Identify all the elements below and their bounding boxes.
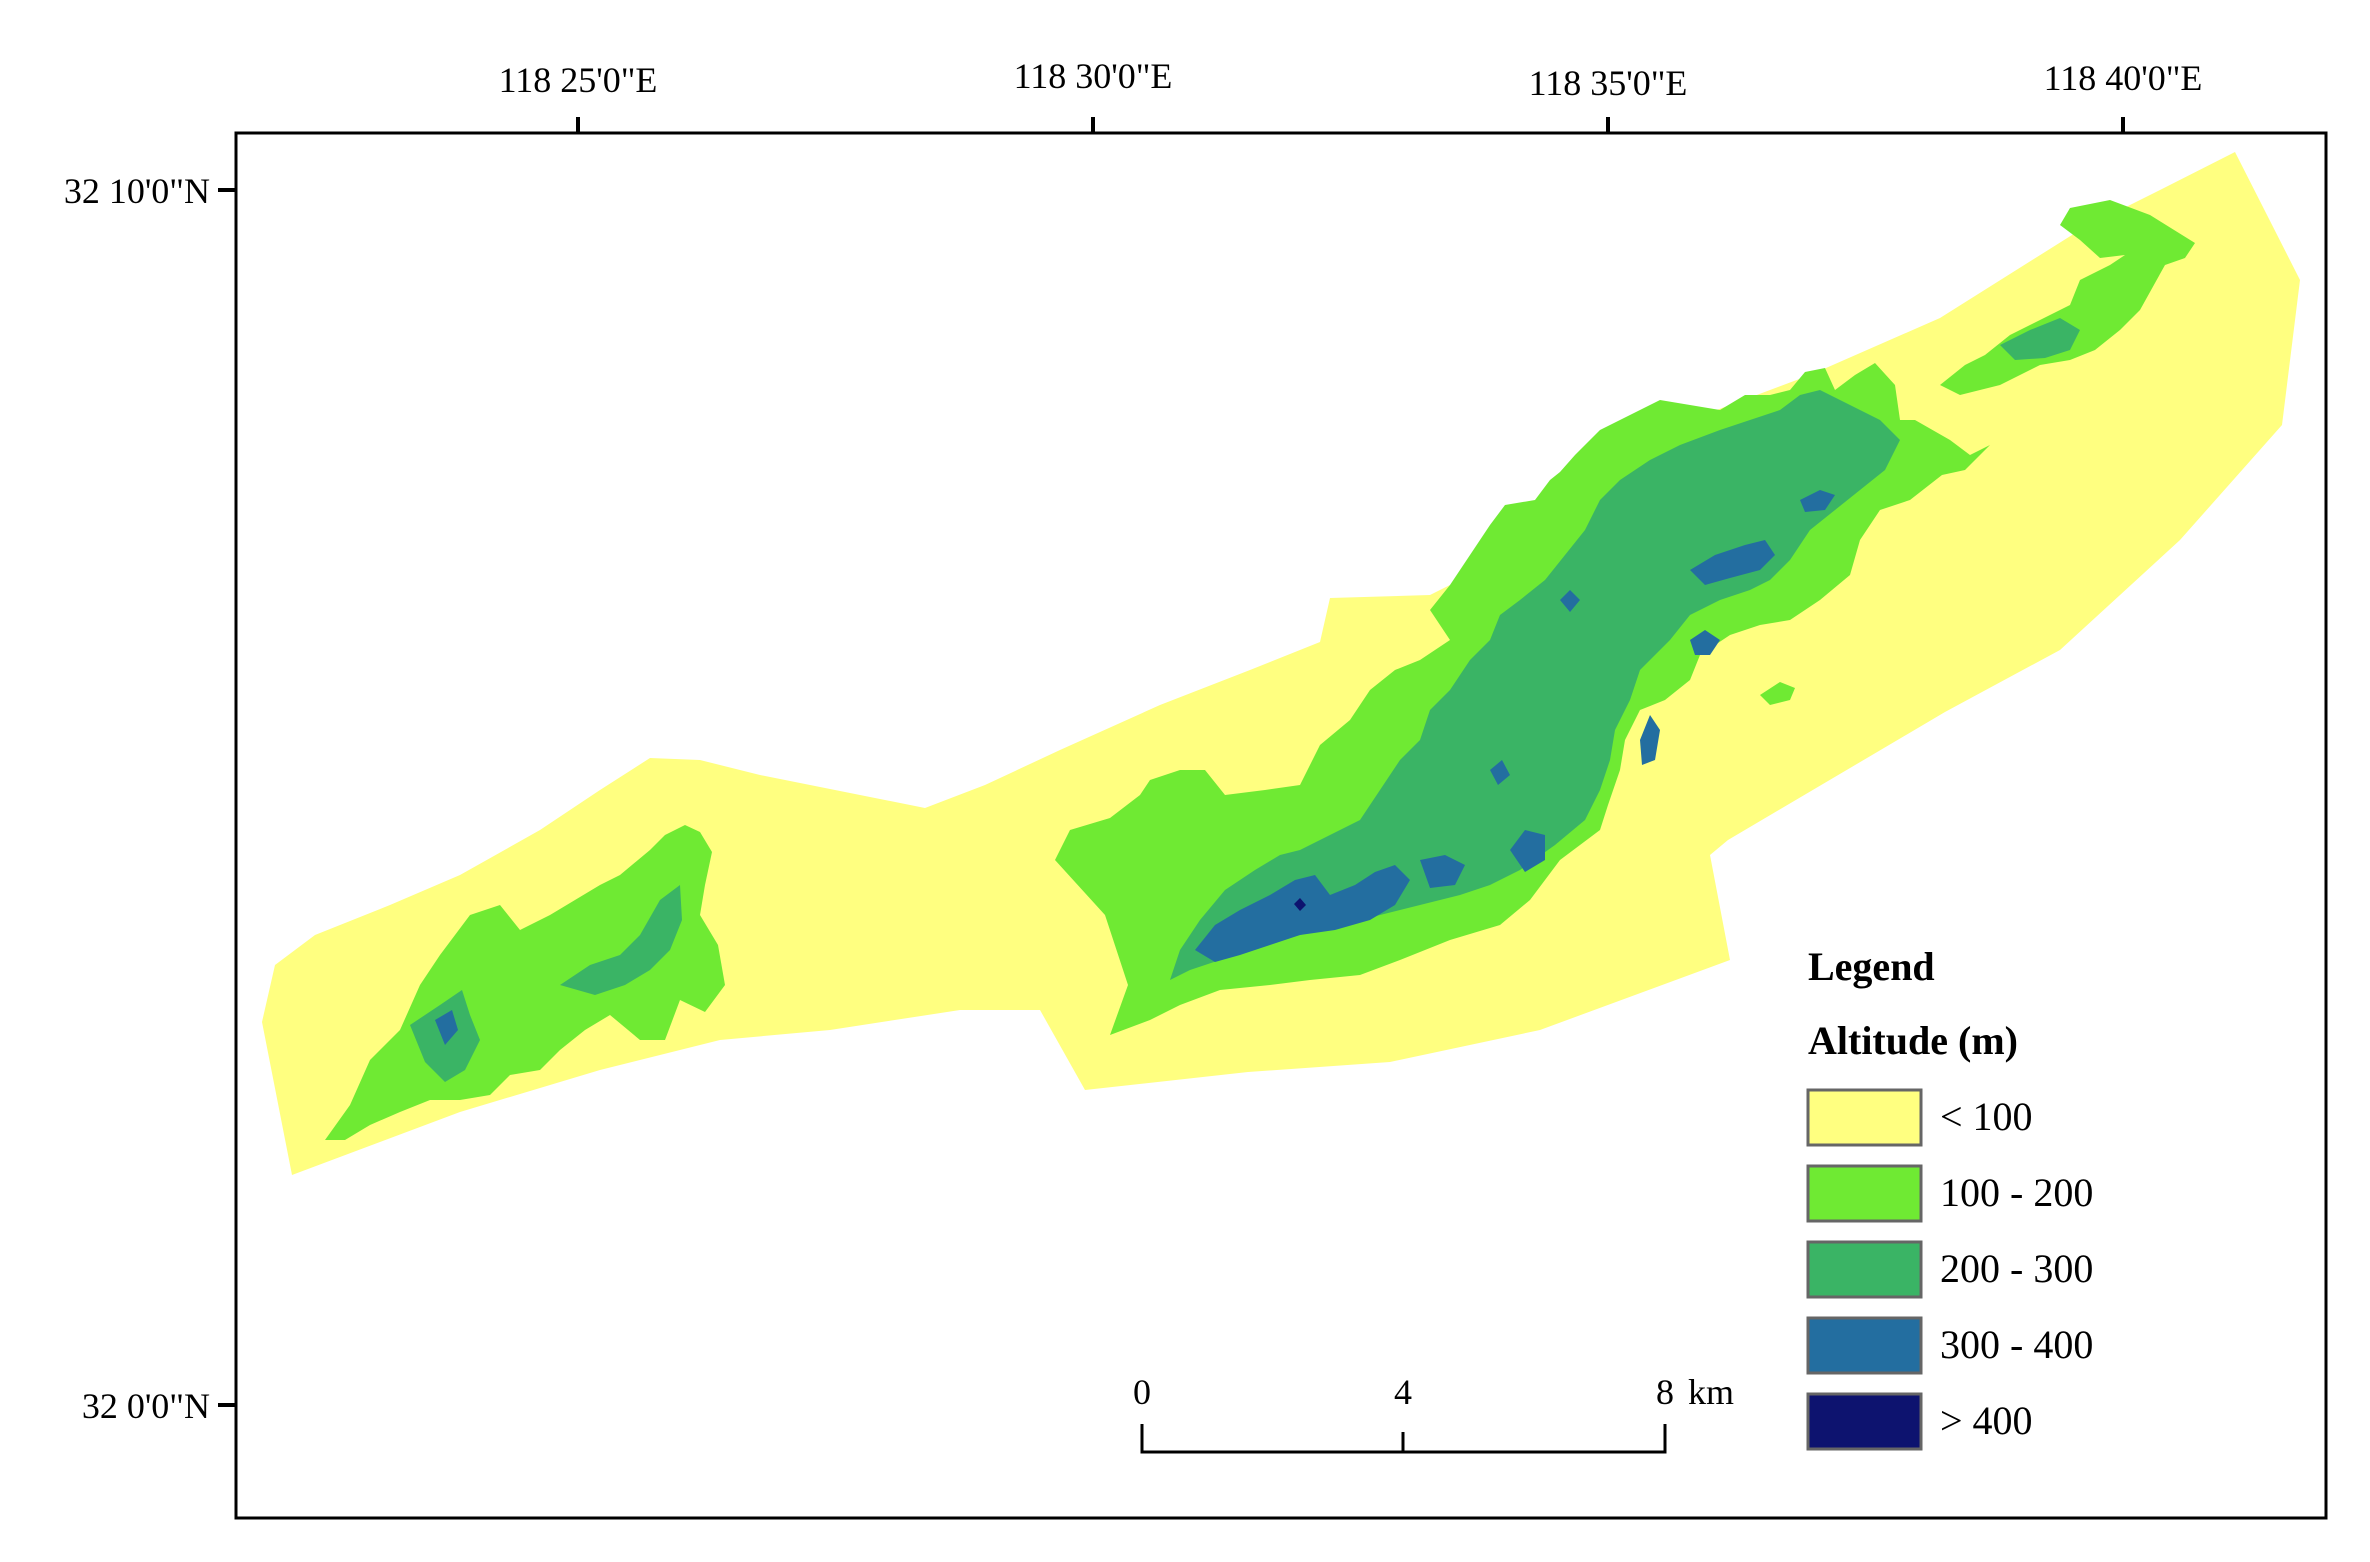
legend-label: 100 - 200 xyxy=(1940,1170,2093,1215)
scale-label: 8 xyxy=(1656,1372,1674,1412)
legend-label: < 100 xyxy=(1940,1094,2033,1139)
legend-label: > 400 xyxy=(1940,1398,2033,1443)
scale-bar: 0 4 8 km xyxy=(1133,1372,1734,1454)
scale-label: 4 xyxy=(1394,1372,1412,1412)
longitude-label: 118 40'0"E xyxy=(2044,58,2203,98)
scale-label: 0 xyxy=(1133,1372,1151,1412)
legend-title: Legend xyxy=(1808,944,1935,989)
altitude-zone-gt400 xyxy=(1294,898,1306,911)
longitude-label: 118 25'0"E xyxy=(499,60,658,100)
legend-label: 200 - 300 xyxy=(1940,1246,2093,1291)
altitude-zone-300-400 xyxy=(435,490,1835,1045)
scale-unit: km xyxy=(1688,1372,1734,1412)
legend-swatch-gt400 xyxy=(1806,1392,1923,1451)
legend: Legend Altitude (m) < 100 100 - 200 200 … xyxy=(1806,944,2093,1451)
longitude-label: 118 35'0"E xyxy=(1529,63,1688,103)
legend-subtitle: Altitude (m) xyxy=(1808,1018,2018,1063)
legend-swatch-100-200 xyxy=(1806,1164,1923,1223)
legend-swatch-300-400 xyxy=(1806,1316,1923,1375)
altitude-zone-200-300 xyxy=(410,318,2080,1082)
legend-swatch-200-300 xyxy=(1806,1240,1923,1299)
graticule-ticks xyxy=(218,117,2125,1407)
longitude-label: 118 30'0"E xyxy=(1014,56,1173,96)
latitude-label: 32 10'0"N xyxy=(64,171,210,211)
latitude-label: 32 0'0"N xyxy=(82,1386,210,1426)
legend-label: 300 - 400 xyxy=(1940,1322,2093,1367)
legend-swatch-lt100 xyxy=(1806,1088,1923,1147)
